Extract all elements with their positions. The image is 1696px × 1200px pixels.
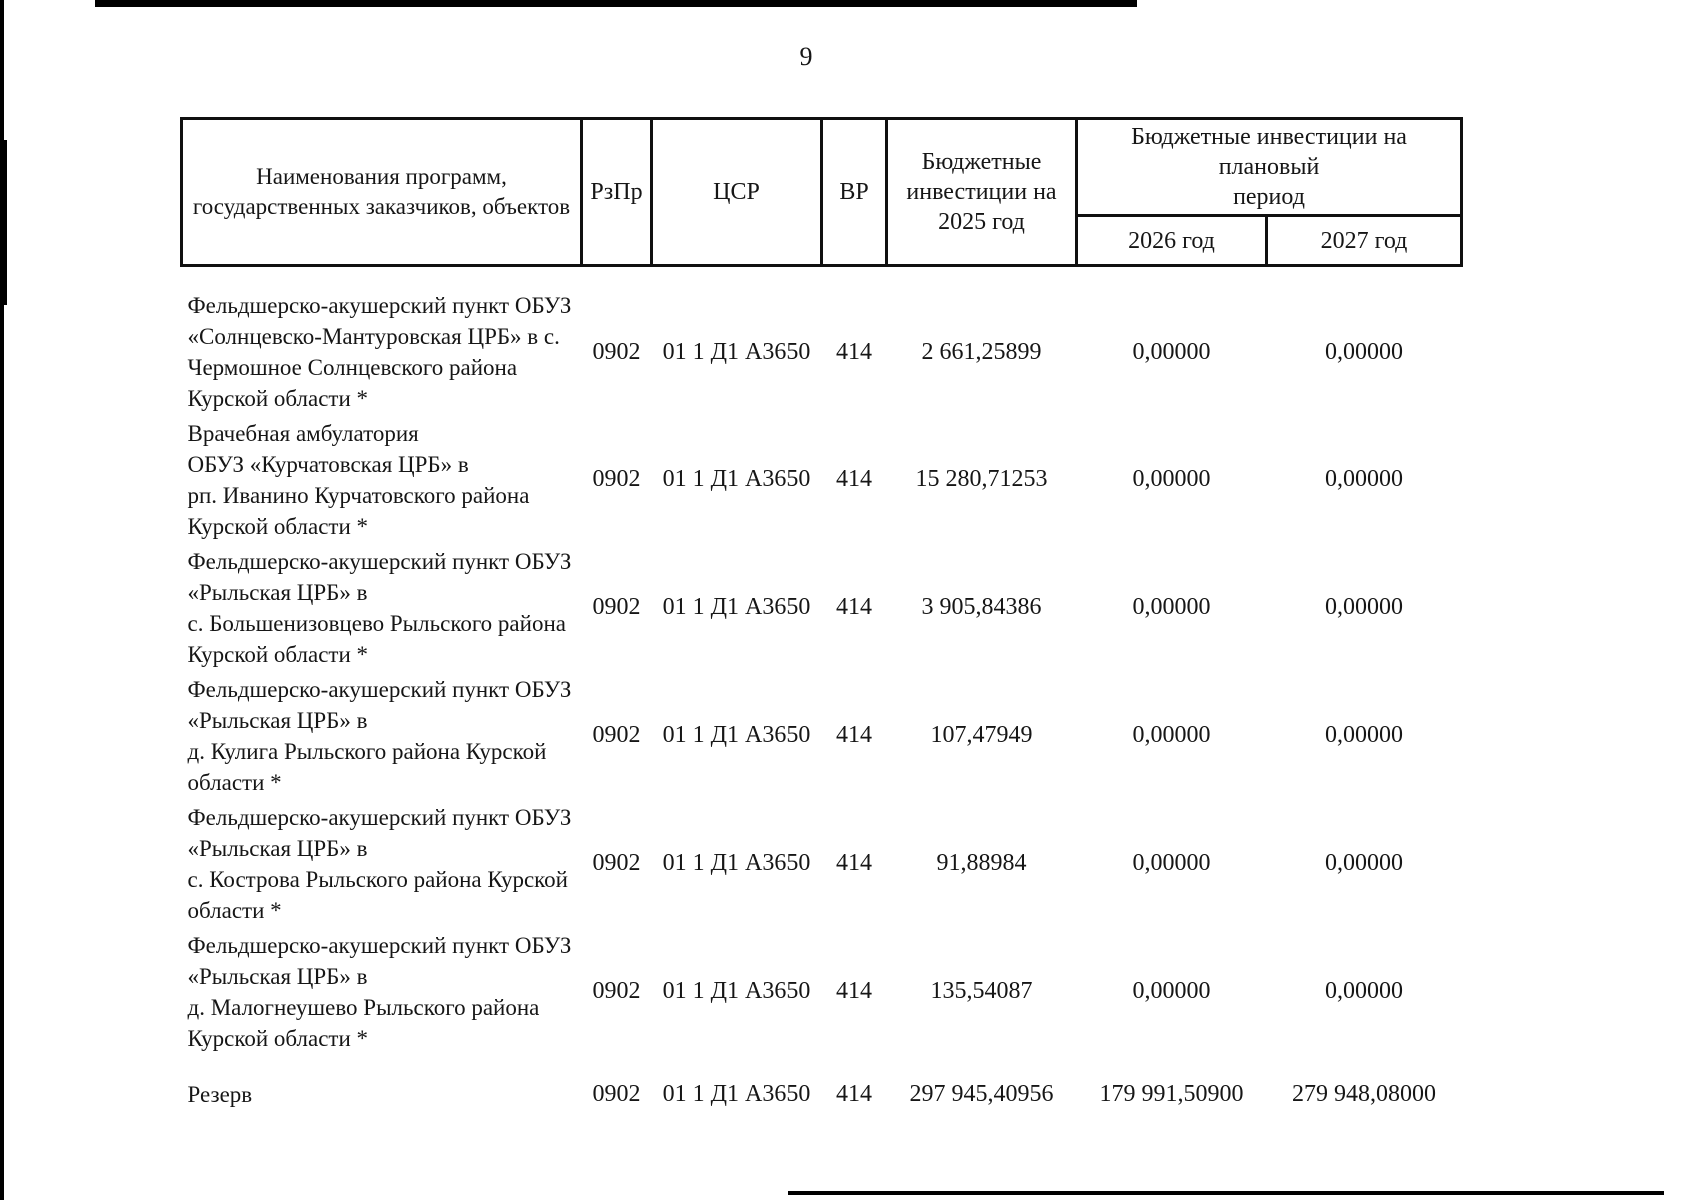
cell-csr: 01 1 Д1 А3650 xyxy=(662,338,811,365)
header-investments-2025: Бюджетные инвестиции на 2025 год xyxy=(885,117,1078,267)
header-vr: ВР xyxy=(820,117,888,267)
cell-csr: 01 1 Д1 А3650 xyxy=(662,466,811,492)
cell-investment-2027: 0,00000 xyxy=(1325,722,1403,748)
cell-investment-2027: 279 948,08000 xyxy=(1292,1081,1436,1107)
cell-vr: 414 xyxy=(836,338,872,365)
header-name-column: Наименования программ, государственных з… xyxy=(180,117,583,267)
cell-rzpr: 0902 xyxy=(592,722,641,748)
cell-investment-2027: 0,00000 xyxy=(1325,978,1403,1004)
cell-investment-2026: 0,00000 xyxy=(1132,338,1211,365)
scan-edge-top xyxy=(95,0,1137,7)
cell-investment-2027: 0,00000 xyxy=(1325,338,1403,365)
page-number: 9 xyxy=(799,42,813,71)
scan-edge-left-nub xyxy=(0,140,7,305)
cell-csr: 01 1 Д1 А3650 xyxy=(662,978,811,1004)
cell-object-name: Фельдшерско-акушерский пункт ОБУЗ «Рыльс… xyxy=(187,676,572,795)
table-row: Фельдшерско-акушерский пункт ОБУЗ «Рыльс… xyxy=(182,672,1462,800)
header-year-2026: 2026 год xyxy=(1075,214,1268,267)
cell-rzpr: 0902 xyxy=(592,594,641,620)
budget-investments-table: Наименования программ, государственных з… xyxy=(180,117,1463,1134)
cell-investment-2025: 297 945,40956 xyxy=(909,1081,1054,1107)
header-rzpr: РзПр xyxy=(580,117,653,267)
cell-vr: 414 xyxy=(836,978,872,1004)
header-planned-period-group: Бюджетные инвестиции на плановый период xyxy=(1075,117,1463,217)
cell-csr: 01 1 Д1 А3650 xyxy=(662,594,811,620)
cell-rzpr: 0902 xyxy=(592,338,641,365)
cell-investment-2026: 0,00000 xyxy=(1132,594,1211,620)
cell-csr: 01 1 Д1 А3650 xyxy=(662,1081,811,1107)
cell-rzpr: 0902 xyxy=(592,1081,641,1107)
cell-vr: 414 xyxy=(836,466,872,492)
table-row: Фельдшерско-акушерский пункт ОБУЗ «Рыльс… xyxy=(182,928,1462,1056)
cell-object-name: Врачебная амбулатория ОБУЗ «Курчатовская… xyxy=(187,420,530,539)
table-row: Врачебная амбулатория ОБУЗ «Курчатовская… xyxy=(182,416,1462,544)
header-year-2027: 2027 год xyxy=(1265,214,1463,267)
cell-vr: 414 xyxy=(836,722,872,748)
table-row: Фельдшерско-акушерский пункт ОБУЗ «Рыльс… xyxy=(182,544,1462,672)
cell-investment-2027: 0,00000 xyxy=(1325,594,1403,620)
cell-csr: 01 1 Д1 А3650 xyxy=(662,850,811,876)
cell-rzpr: 0902 xyxy=(592,466,641,492)
cell-rzpr: 0902 xyxy=(592,850,641,876)
cell-investment-2025: 15 280,71253 xyxy=(915,466,1048,492)
cell-vr: 414 xyxy=(836,594,872,620)
cell-investment-2025: 135,54087 xyxy=(930,978,1033,1004)
cell-object-name: Фельдшерско-акушерский пункт ОБУЗ «Рыльс… xyxy=(187,804,572,923)
cell-rzpr: 0902 xyxy=(592,978,641,1004)
header-csr: ЦСР xyxy=(650,117,823,267)
header-row-sub: 2026 год 2027 год xyxy=(182,214,1463,267)
scan-edge-left xyxy=(0,0,4,1200)
cell-investment-2025: 3 905,84386 xyxy=(921,594,1042,620)
cell-investment-2026: 0,00000 xyxy=(1132,722,1211,748)
cell-investment-2026: 0,00000 xyxy=(1132,850,1211,876)
cell-object-name: Фельдшерско-акушерский пункт ОБУЗ «Рыльс… xyxy=(187,932,572,1051)
table-row: Фельдшерско-акушерский пункт ОБУЗ «Солнц… xyxy=(182,266,1462,416)
table-row-reserve: Резерв 0902 01 1 Д1 А3650 414 297 945,40… xyxy=(182,1056,1462,1134)
cell-investment-2027: 0,00000 xyxy=(1325,466,1403,492)
cell-csr: 01 1 Д1 А3650 xyxy=(662,722,811,748)
cell-object-name: Фельдшерско-акушерский пункт ОБУЗ «Рыльс… xyxy=(187,548,572,667)
cell-investment-2025: 2 661,25899 xyxy=(921,338,1042,365)
header-row-top: Наименования программ, государственных з… xyxy=(180,117,1463,267)
cell-investment-2026: 179 991,50900 xyxy=(1099,1081,1244,1107)
cell-investment-2026: 0,00000 xyxy=(1132,466,1211,492)
cell-investment-2026: 0,00000 xyxy=(1132,978,1211,1004)
cell-investment-2025: 107,47949 xyxy=(930,722,1033,748)
scan-edge-bottom xyxy=(788,1191,1664,1195)
cell-vr: 414 xyxy=(836,850,872,876)
table-body: Фельдшерско-акушерский пункт ОБУЗ «Солнц… xyxy=(182,266,1462,1134)
cell-object-name: Резерв xyxy=(187,1082,253,1107)
cell-vr: 414 xyxy=(836,1081,872,1107)
cell-investment-2027: 0,00000 xyxy=(1325,850,1403,876)
table-row: Фельдшерско-акушерский пункт ОБУЗ «Рыльс… xyxy=(182,800,1462,928)
cell-object-name: Фельдшерско-акушерский пункт ОБУЗ «Солнц… xyxy=(187,293,572,412)
table-header: Наименования программ, государственных з… xyxy=(180,117,1463,267)
cell-investment-2025: 91,88984 xyxy=(936,850,1027,876)
